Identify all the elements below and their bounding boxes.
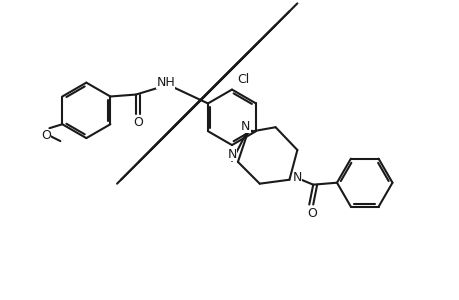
Text: O: O xyxy=(41,129,51,142)
Text: N: N xyxy=(241,120,250,133)
Text: O: O xyxy=(307,207,316,220)
Text: NH: NH xyxy=(156,76,175,89)
Text: N: N xyxy=(292,171,302,184)
Text: Cl: Cl xyxy=(237,73,249,86)
Text: O: O xyxy=(133,116,143,129)
Text: N: N xyxy=(227,148,236,161)
